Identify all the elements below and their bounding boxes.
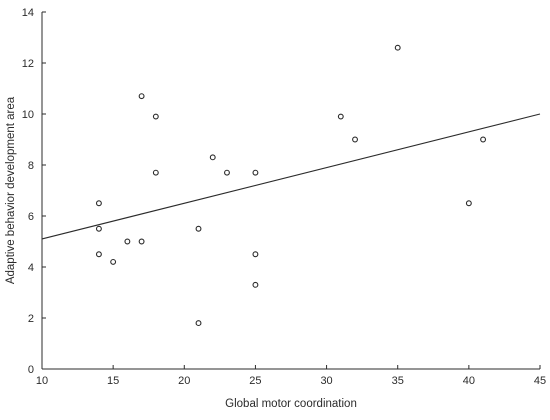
data-point [394,44,401,51]
y-tick-label: 8 [28,160,34,172]
y-tick-label: 12 [22,58,34,70]
y-tick-label: 2 [28,313,34,325]
data-points [95,44,487,327]
x-axis-label: Global motor coordination [225,398,357,410]
axes: 10 15 20 25 30 35 40 45 0 2 4 6 8 10 12 14 [22,7,546,387]
x-tick-label: 40 [463,375,475,387]
data-point [95,251,102,258]
data-point [465,200,472,207]
x-tick-label: 10 [36,375,48,387]
data-point [152,169,159,176]
y-tick-label: 10 [22,109,34,121]
y-tick-label: 0 [28,364,34,376]
x-tick-label: 20 [178,375,190,387]
data-point [195,225,202,232]
y-tick-label: 6 [28,211,34,223]
regression-line-group [41,113,541,240]
data-point [252,169,259,176]
data-point [352,136,358,143]
data-point [252,281,259,288]
x-tick-label: 35 [392,375,404,387]
data-point [138,93,145,100]
regression-line [41,113,541,240]
data-point [110,258,117,265]
data-point [95,200,102,207]
data-point [95,225,102,232]
data-point [195,320,202,327]
x-tick-label: 30 [320,375,332,387]
data-point [124,238,131,245]
y-tick-label: 4 [28,262,34,274]
data-point [252,251,259,258]
data-point [152,113,159,120]
data-point [224,169,230,176]
x-tick-label: 45 [534,375,546,387]
x-tick-label: 15 [107,375,119,387]
y-axis-label: Adaptive behavior development area [5,96,17,284]
y-tick-label: 14 [22,7,34,19]
data-point [480,136,487,143]
data-point [337,113,344,120]
data-point [209,154,216,161]
data-point [138,238,145,245]
x-tick-label: 25 [249,375,261,387]
